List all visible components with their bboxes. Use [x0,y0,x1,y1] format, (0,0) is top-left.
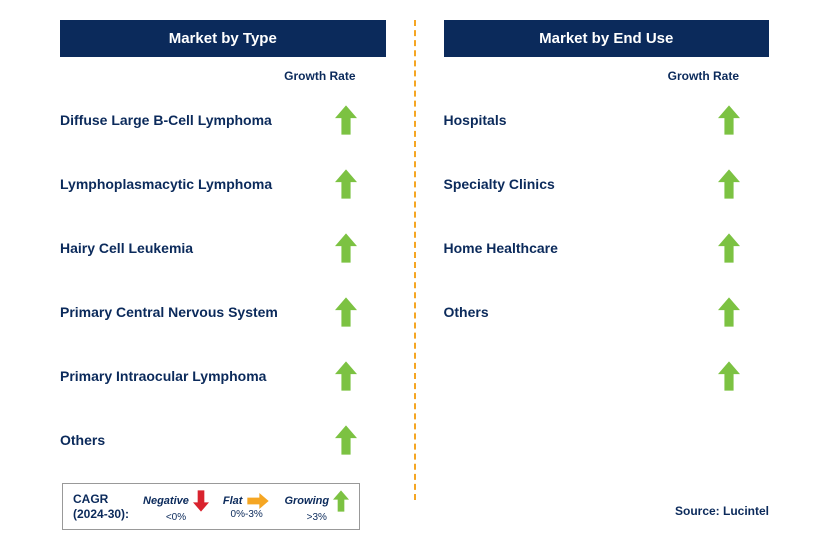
legend-growing-label: Growing [284,495,329,507]
left-header: Market by Type [60,20,386,57]
right-header: Market by End Use [444,20,770,57]
arrow-up-icon [689,233,769,263]
table-row: Primary Central Nervous System [60,293,386,331]
source-label: Source: Lucintel [675,504,769,518]
row-label: Others [444,303,690,322]
legend-flat-label: Flat [223,495,243,507]
row-label: Others [60,431,306,450]
left-column: Market by Type Growth Rate Diffuse Large… [40,20,406,480]
arrow-up-icon [306,361,386,391]
right-rows: Hospitals Specialty Clinics Home Healthcar… [444,101,770,395]
legend-growing-sub: >3% [307,512,327,523]
table-row: Hairy Cell Leukemia [60,229,386,267]
table-row [444,357,770,395]
legend-negative-sub: <0% [166,512,186,523]
legend-growing: Growing >3% [284,490,349,523]
right-growth-header: Growth Rate [444,69,770,83]
row-label: Primary Central Nervous System [60,303,306,322]
table-row: Others [444,293,770,331]
row-label: Diffuse Large B-Cell Lymphoma [60,111,306,130]
table-row: Others [60,421,386,459]
arrow-up-icon [306,297,386,327]
arrow-up-icon [689,169,769,199]
legend-title: CAGR (2024-30): [73,492,129,521]
arrow-up-icon [306,425,386,455]
table-row: Lymphoplasmacytic Lymphoma [60,165,386,203]
arrow-right-icon [246,493,270,509]
row-label: Hairy Cell Leukemia [60,239,306,258]
arrow-up-icon [689,105,769,135]
legend-negative: Negative <0% [143,490,209,523]
legend-flat-sub: 0%-3% [231,509,263,520]
table-row: Hospitals [444,101,770,139]
arrow-up-icon [306,233,386,263]
right-column: Market by End Use Growth Rate Hospitals S… [424,20,790,480]
arrow-up-icon [689,297,769,327]
legend-title-2: (2024-30): [73,507,129,521]
row-label: Home Healthcare [444,239,690,258]
arrow-up-icon [689,361,769,391]
table-row: Diffuse Large B-Cell Lymphoma [60,101,386,139]
row-label: Lymphoplasmacytic Lymphoma [60,175,306,194]
arrow-up-icon [306,169,386,199]
row-label: Primary Intraocular Lymphoma [60,367,306,386]
table-row: Primary Intraocular Lymphoma [60,357,386,395]
row-label: Specialty Clinics [444,175,690,194]
row-label: Hospitals [444,111,690,130]
arrow-up-icon [333,490,349,512]
legend-flat: Flat 0%-3% [223,493,271,520]
arrow-down-icon [193,490,209,512]
arrow-up-icon [306,105,386,135]
column-divider [414,20,416,500]
table-row: Home Healthcare [444,229,770,267]
left-rows: Diffuse Large B-Cell Lymphoma Lymphoplasm… [60,101,386,459]
legend-title-1: CAGR [73,492,108,506]
table-row: Specialty Clinics [444,165,770,203]
left-growth-header: Growth Rate [60,69,386,83]
legend-negative-label: Negative [143,495,189,507]
legend-box: CAGR (2024-30): Negative <0% Flat 0%-3% … [62,483,360,530]
